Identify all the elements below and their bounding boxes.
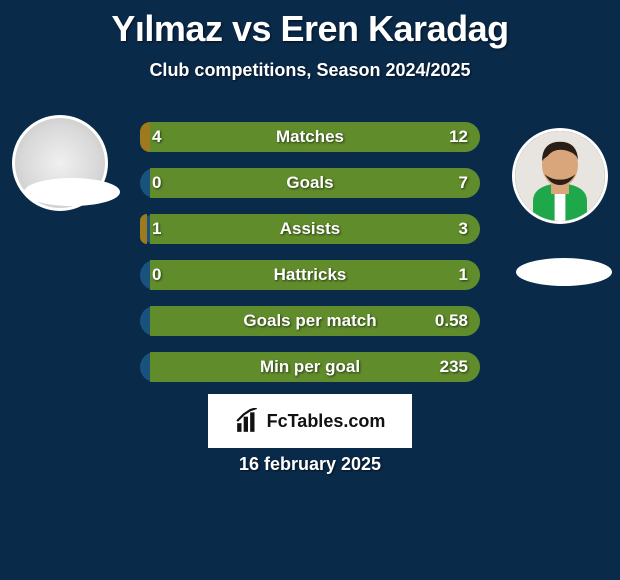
left-player-shadow [24, 178, 120, 206]
stat-bar: 4 Matches 12 [140, 122, 480, 152]
stat-right-value: 0.58 [435, 306, 468, 336]
stats-bars: 4 Matches 12 0 Goals 7 1 Assists 3 0 Hat… [140, 122, 480, 398]
stat-left-value: 0 [152, 260, 161, 290]
stat-right-value: 1 [459, 260, 468, 290]
page-title: Yılmaz vs Eren Karadag [0, 0, 620, 50]
stat-bar: 0 Hattricks 1 [140, 260, 480, 290]
comparison-infographic: Yılmaz vs Eren Karadag Club competitions… [0, 0, 620, 580]
bar-chart-icon [235, 408, 261, 434]
stat-right-value: 3 [459, 214, 468, 244]
stat-right-value: 12 [449, 122, 468, 152]
stat-left-value: 4 [152, 122, 161, 152]
stat-label: Goals [140, 168, 480, 198]
brand-label: FcTables.com [267, 411, 386, 432]
stat-label: Assists [140, 214, 480, 244]
right-avatar-illustration [515, 131, 605, 221]
stat-right-value: 235 [440, 352, 468, 382]
infographic-date: 16 february 2025 [0, 454, 620, 475]
stat-bar: Min per goal 235 [140, 352, 480, 382]
stat-right-value: 7 [459, 168, 468, 198]
stat-label: Matches [140, 122, 480, 152]
stat-left-value: 0 [152, 168, 161, 198]
stat-bar: Goals per match 0.58 [140, 306, 480, 336]
stat-label: Min per goal [140, 352, 480, 382]
stat-bar: 1 Assists 3 [140, 214, 480, 244]
right-player-shadow [516, 258, 612, 286]
page-subtitle: Club competitions, Season 2024/2025 [0, 60, 620, 81]
stat-label: Goals per match [140, 306, 480, 336]
right-player-avatar [512, 128, 608, 224]
stat-label: Hattricks [140, 260, 480, 290]
brand-badge: FcTables.com [208, 394, 412, 448]
stat-left-value: 1 [152, 214, 161, 244]
stat-bar: 0 Goals 7 [140, 168, 480, 198]
